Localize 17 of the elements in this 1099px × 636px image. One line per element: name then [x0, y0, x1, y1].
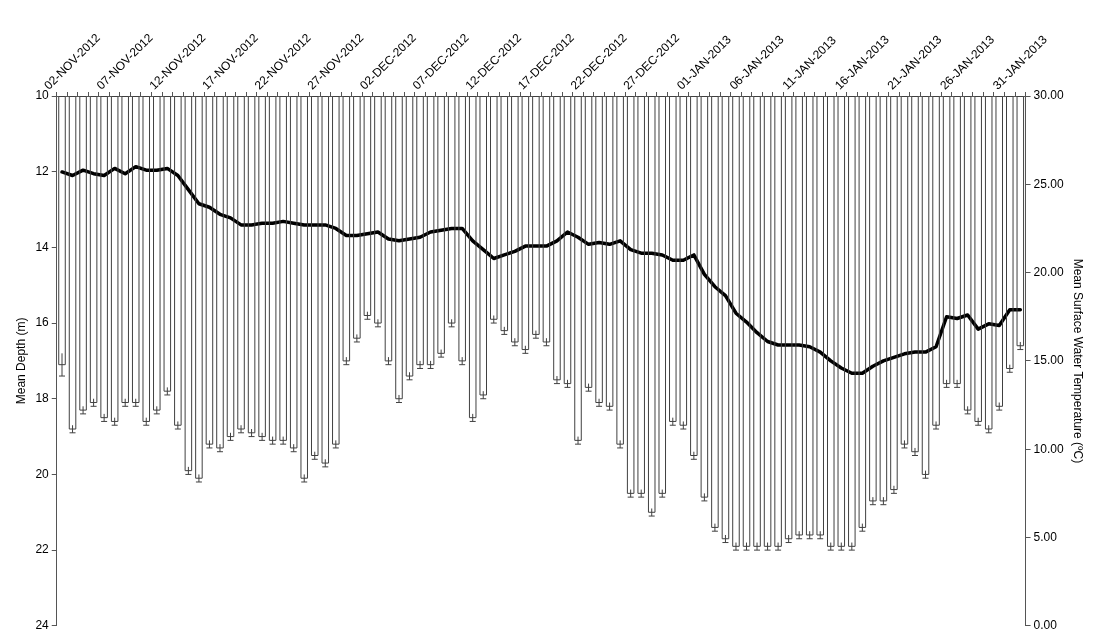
y2-tick-label: 5.00 — [1033, 529, 1058, 544]
y-tick-label: 14 — [35, 239, 50, 254]
y2-tick-label: 20.00 — [1033, 264, 1064, 279]
y-tick-label: 12 — [35, 164, 50, 178]
y-tick-label: 24 — [35, 618, 50, 633]
y2-tick-label: 30.00 — [1033, 88, 1064, 103]
y2-tick-label: 15.00 — [1033, 353, 1064, 368]
y2-axis-title: Mean Surface Water Temperature (ºC) — [1071, 258, 1086, 464]
y-tick-label: 22 — [35, 542, 50, 557]
y-axis-title: Mean Depth (m) — [13, 317, 28, 405]
y2-tick-label: 10.00 — [1033, 441, 1064, 456]
y-tick-label: 16 — [35, 315, 50, 330]
y-tick-label: 18 — [35, 391, 50, 406]
y2-tick-label: 25.00 — [1033, 176, 1064, 191]
y2-tick-label: 0.00 — [1033, 618, 1058, 633]
y-tick-label: 20 — [35, 466, 50, 481]
y-tick-label: 10 — [35, 88, 50, 103]
